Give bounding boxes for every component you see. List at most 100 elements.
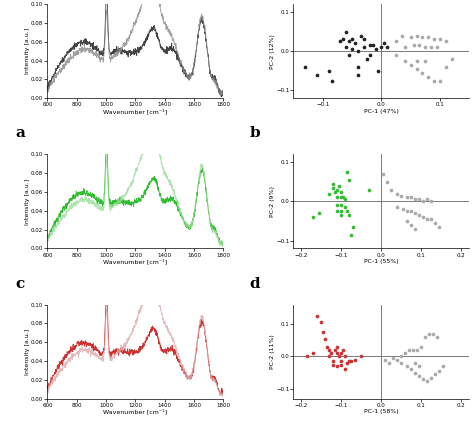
Point	[332, 188, 339, 195]
Point	[410, 42, 418, 49]
Point	[424, 34, 432, 41]
Point	[346, 212, 353, 218]
Point	[334, 202, 341, 209]
Point	[416, 42, 423, 49]
Point	[424, 377, 431, 384]
Point	[403, 194, 411, 201]
Point	[334, 186, 341, 193]
Y-axis label: PC-2 (11%): PC-2 (11%)	[270, 334, 274, 369]
Point	[350, 223, 357, 230]
Point	[336, 182, 343, 189]
Point	[304, 353, 311, 360]
Point	[383, 44, 391, 50]
Point	[419, 34, 426, 41]
Point	[344, 169, 351, 176]
X-axis label: Wavenumber [cm⁻¹]: Wavenumber [cm⁻¹]	[103, 409, 167, 415]
Point	[340, 346, 347, 353]
X-axis label: Wavenumber [cm⁻¹]: Wavenumber [cm⁻¹]	[103, 109, 167, 114]
X-axis label: Wavenumber [cm⁻¹]: Wavenumber [cm⁻¹]	[103, 259, 167, 265]
Point	[363, 56, 371, 62]
Point	[390, 355, 397, 362]
Point	[430, 36, 438, 43]
Point	[347, 231, 355, 238]
Point	[337, 194, 345, 201]
Point	[429, 330, 437, 337]
Point	[448, 56, 456, 62]
Point	[337, 38, 344, 45]
Point	[406, 346, 413, 353]
Point	[413, 32, 420, 39]
Point	[329, 361, 337, 368]
Point	[329, 358, 337, 365]
Point	[421, 58, 429, 64]
Point	[369, 42, 376, 49]
Point	[360, 36, 368, 43]
Point	[342, 204, 349, 211]
Point	[411, 369, 419, 376]
Point	[424, 73, 432, 80]
Point	[348, 46, 356, 53]
Point	[392, 52, 400, 59]
Point	[424, 216, 431, 223]
Point	[439, 363, 447, 370]
Point	[419, 214, 427, 220]
Point	[436, 77, 444, 84]
Point	[326, 190, 333, 197]
Point	[385, 360, 393, 366]
Point	[436, 36, 444, 43]
X-axis label: PC-1 (55%): PC-1 (55%)	[364, 259, 399, 264]
Point	[334, 363, 341, 370]
Point	[342, 353, 349, 360]
Point	[334, 343, 341, 350]
Point	[334, 194, 341, 201]
Point	[329, 184, 337, 191]
Point	[326, 353, 333, 360]
Point	[398, 192, 405, 199]
Point	[411, 210, 419, 217]
Point	[411, 360, 419, 366]
Text: c: c	[16, 276, 25, 290]
Point	[428, 216, 435, 223]
Point	[346, 38, 353, 45]
Point	[393, 190, 401, 197]
Point	[410, 346, 417, 353]
Point	[428, 198, 435, 205]
Text: a: a	[16, 126, 26, 140]
Point	[398, 360, 405, 366]
Point	[334, 350, 341, 357]
Point	[326, 346, 333, 353]
Point	[392, 38, 400, 45]
Point	[419, 376, 427, 382]
Point	[354, 48, 362, 55]
Point	[357, 32, 365, 39]
Point	[342, 196, 349, 203]
Point	[351, 40, 359, 47]
Point	[337, 212, 345, 218]
Point	[337, 358, 345, 365]
Point	[344, 208, 351, 215]
Point	[400, 206, 407, 212]
Point	[413, 58, 420, 64]
Point	[426, 330, 433, 337]
Text: d: d	[249, 276, 260, 290]
Point	[408, 366, 415, 373]
Point	[337, 350, 345, 357]
Point	[398, 32, 406, 39]
Point	[357, 353, 365, 360]
Point	[403, 208, 411, 215]
Point	[421, 44, 429, 50]
Point	[329, 180, 337, 187]
Y-axis label: Intensity [a.u.]: Intensity [a.u.]	[25, 28, 29, 74]
Point	[431, 220, 439, 226]
Point	[337, 208, 345, 215]
Point	[428, 44, 435, 50]
Point	[416, 212, 423, 218]
Point	[401, 58, 409, 64]
Point	[403, 363, 411, 370]
Point	[378, 44, 385, 50]
Point	[336, 353, 343, 360]
Point	[416, 196, 423, 203]
Point	[310, 350, 317, 357]
Point	[337, 188, 345, 195]
Point	[407, 34, 414, 41]
